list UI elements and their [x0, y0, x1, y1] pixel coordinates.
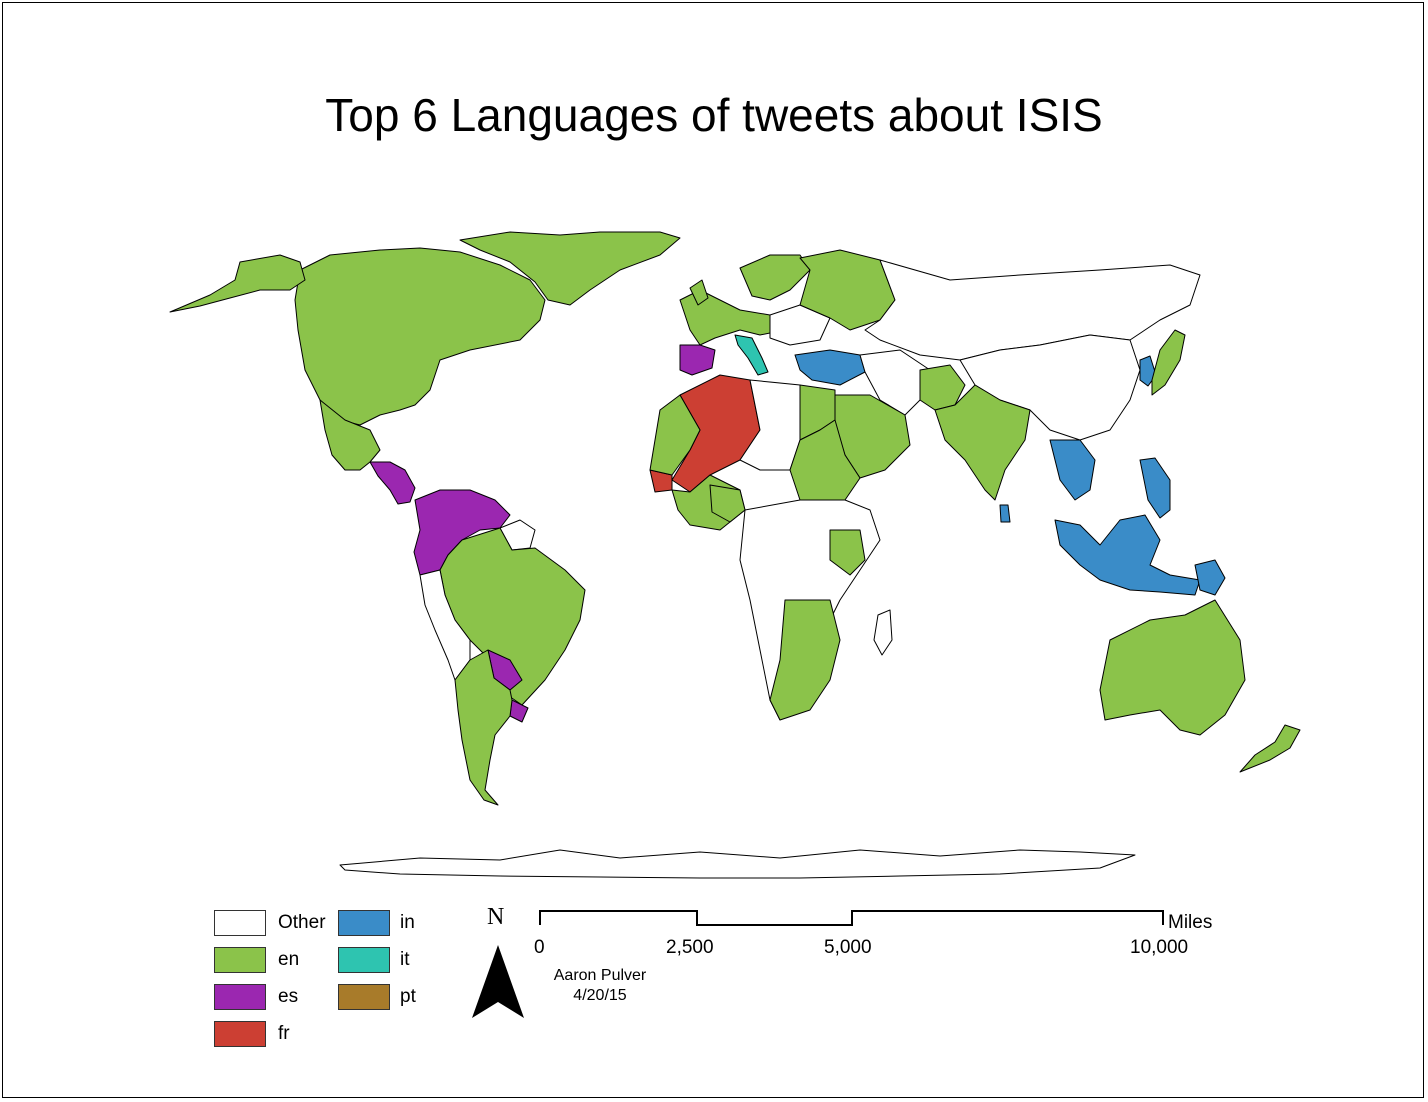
region-antarctica: [339, 849, 1136, 879]
legend-label-in: in: [400, 912, 415, 933]
region-turkey: [794, 349, 866, 386]
region-uruguay: [509, 699, 529, 723]
region-spain: [679, 344, 716, 376]
region-central-america: [369, 461, 416, 505]
region-colombia-venezuela: [413, 489, 511, 576]
scale-tick-10000: 10,000: [1130, 937, 1189, 958]
region-north-america: [294, 247, 546, 426]
legend-swatch-es: [214, 984, 266, 1010]
legend-swatch-en: [214, 947, 266, 973]
region-middle-east: [859, 349, 931, 416]
legend-swatch-it: [338, 947, 390, 973]
region-alaska: [169, 254, 306, 313]
region-argentina: [454, 649, 513, 806]
region-southern-africa: [769, 599, 841, 721]
legend-label-en: en: [278, 949, 300, 970]
region-indonesia: [1054, 514, 1201, 596]
legend-label-es: es: [278, 986, 299, 1007]
scale-tick-0: 0: [534, 937, 545, 958]
region-greenland: [459, 231, 681, 306]
region-philippines: [1139, 457, 1171, 519]
region-kenya-tanzania: [829, 529, 866, 576]
scale-unit: Miles: [1168, 912, 1213, 933]
scale-tick-5000: 5,000: [824, 937, 872, 958]
region-northern-asia: [864, 259, 1201, 361]
region-papua: [1194, 559, 1226, 596]
region-new-zealand: [1239, 724, 1301, 773]
region-sri-lanka: [999, 504, 1011, 523]
credit: Aaron Pulver 4/20/15: [530, 966, 670, 1006]
region-italy: [734, 334, 769, 376]
region-scandinavia: [739, 254, 811, 301]
legend-swatch-pt: [338, 984, 390, 1010]
region-mexico: [319, 399, 381, 471]
region-russia: [799, 249, 896, 331]
credit-date: 4/20/15: [573, 987, 627, 1004]
region-japan: [1151, 329, 1186, 396]
legend-swatch-other: [214, 910, 266, 936]
region-uk: [689, 279, 709, 306]
map-title: Top 6 Languages of tweets about ISIS: [325, 89, 1103, 141]
legend-label-pt: pt: [400, 986, 416, 1007]
legend-label-fr: fr: [278, 1023, 290, 1044]
region-west-africa: [649, 394, 701, 476]
region-indochina: [1049, 439, 1096, 501]
legend-swatch-in: [338, 910, 390, 936]
legend-label-other: Other: [278, 912, 326, 933]
region-australia: [1099, 599, 1246, 736]
north-arrow-icon: [472, 945, 524, 1018]
legend-label-it: it: [400, 949, 410, 970]
region-sudan: [789, 419, 861, 501]
region-madagascar: [873, 609, 893, 656]
region-india: [934, 384, 1031, 501]
credit-author: Aaron Pulver: [553, 967, 647, 984]
legend-swatch-fr: [214, 1021, 266, 1047]
scale-tick-2500: 2,500: [666, 937, 714, 958]
scale-bar: [539, 910, 1164, 926]
north-label: N: [487, 904, 505, 930]
region-nigeria: [709, 484, 746, 523]
